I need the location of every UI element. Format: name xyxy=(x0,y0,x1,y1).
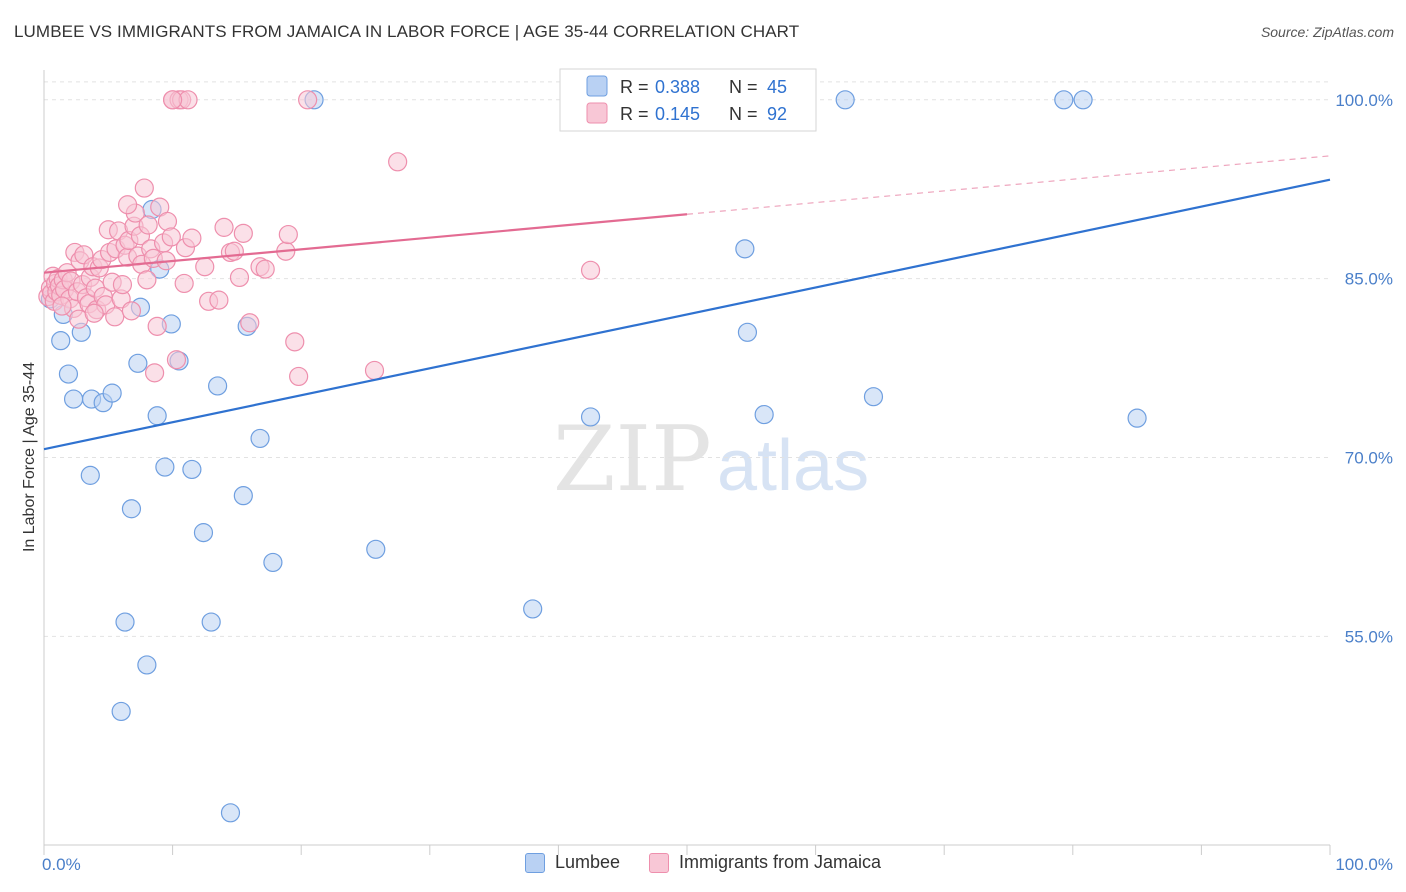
point-s0-8 xyxy=(102,383,122,403)
legend-r-value-2: 0.145 xyxy=(655,104,700,124)
point-s0-37 xyxy=(754,404,774,425)
point-s1-53 xyxy=(144,363,165,383)
legend-swatch-jamaica-bottom xyxy=(649,852,670,873)
legend-item-lumbee: Lumbee xyxy=(524,852,620,873)
point-s1-90 xyxy=(52,296,72,316)
point-s1-81 xyxy=(285,332,305,352)
legend-swatch-lumbee xyxy=(586,75,608,97)
legend-r-label-1: R = xyxy=(620,77,649,97)
point-s0-31 xyxy=(523,599,543,619)
point-s1-75 xyxy=(233,223,253,243)
point-s0-25 xyxy=(233,486,253,506)
point-s0-28 xyxy=(263,552,283,573)
point-s0-35 xyxy=(735,239,755,259)
y-axis-label: In Labor Force | Age 35-44 xyxy=(21,362,38,552)
point-s0-24 xyxy=(220,803,241,823)
point-s1-70 xyxy=(209,290,229,310)
point-s1-78 xyxy=(255,259,275,279)
point-s1-82 xyxy=(289,366,309,387)
point-s0-15 xyxy=(147,406,167,426)
x-ticks xyxy=(43,845,1331,855)
point-s1-68 xyxy=(195,257,215,277)
legend-r-value-1: 0.388 xyxy=(655,77,700,97)
y-tick-labels: 100.0% 85.0% 70.0% 55.0% xyxy=(1335,91,1393,647)
point-s0-33 xyxy=(580,407,601,427)
legend-swatch-jamaica xyxy=(586,102,608,124)
trend-line-solid-0 xyxy=(43,178,1331,451)
point-s1-86 xyxy=(580,260,601,280)
point-s1-34 xyxy=(105,307,125,327)
point-s1-91 xyxy=(163,90,183,110)
trend-line-solid-1 xyxy=(43,213,688,274)
legend-swatch-lumbee-bottom xyxy=(524,852,545,873)
y-tick-label-3: 55.0% xyxy=(1345,627,1393,646)
point-s0-1 xyxy=(51,331,71,351)
y-tick-label-2: 70.0% xyxy=(1345,449,1393,468)
point-s0-10 xyxy=(121,499,142,519)
point-s0-21 xyxy=(193,523,214,543)
point-s1-61 xyxy=(166,350,187,370)
point-s0-4 xyxy=(80,465,100,485)
point-s0-42 xyxy=(1127,408,1147,428)
point-s0-39 xyxy=(863,387,884,407)
legend-n-value-2: 92 xyxy=(767,104,787,124)
point-s0-22 xyxy=(201,612,221,632)
point-s1-50 xyxy=(138,215,158,235)
gridlines xyxy=(44,81,1330,637)
chart-title: LUMBEE VS IMMIGRANTS FROM JAMAICA IN LAB… xyxy=(14,22,800,41)
x-tick-label-max: 100.0% xyxy=(1335,855,1393,874)
point-s0-40 xyxy=(1054,90,1074,110)
point-s1-76 xyxy=(240,313,260,333)
watermark-zip: ZIP xyxy=(553,407,712,512)
point-s1-83 xyxy=(298,90,318,110)
point-s0-9 xyxy=(115,612,135,632)
point-s0-13 xyxy=(137,655,157,675)
point-s0-38 xyxy=(835,90,855,110)
point-s1-38 xyxy=(112,275,133,295)
legend-label-lumbee: Lumbee xyxy=(554,852,620,872)
correlation-legend: R = 0.388 N = 45 R = 0.145 N = 92 xyxy=(559,68,817,132)
point-s1-48 xyxy=(134,178,154,198)
point-s1-73 xyxy=(224,241,244,261)
watermark-atlas: atlas xyxy=(717,426,869,506)
point-s0-20 xyxy=(182,459,202,480)
point-s1-85 xyxy=(388,152,408,172)
point-s0-43 xyxy=(111,701,131,722)
legend-item-jamaica: Immigrants from Jamaica xyxy=(649,852,881,873)
trend-lines xyxy=(43,155,1331,451)
point-s1-49 xyxy=(137,270,157,290)
point-s0-36 xyxy=(737,322,758,342)
chart-source: Source: ZipAtlas.com xyxy=(1260,24,1394,40)
y-tick-label-1: 85.0% xyxy=(1345,270,1393,289)
point-s1-42 xyxy=(121,301,142,321)
series-legend: Lumbee Immigrants from Jamaica xyxy=(0,852,1406,878)
point-s0-27 xyxy=(250,428,270,449)
x-tick-label-min: 0.0% xyxy=(42,855,81,874)
legend-label-jamaica: Immigrants from Jamaica xyxy=(679,852,882,872)
point-s1-80 xyxy=(278,224,298,245)
point-s0-41 xyxy=(1073,90,1093,110)
point-s0-12 xyxy=(128,353,148,373)
trend-line-dashed-1 xyxy=(686,155,1331,215)
point-s1-71 xyxy=(214,217,234,237)
point-s0-3 xyxy=(63,389,84,409)
legend-r-label-2: R = xyxy=(620,104,649,124)
point-s1-84 xyxy=(364,360,385,381)
legend-n-label-2: N = xyxy=(729,104,758,124)
legend-n-value-1: 45 xyxy=(767,77,787,97)
point-s0-17 xyxy=(155,457,175,477)
point-s1-59 xyxy=(161,227,181,247)
point-s1-74 xyxy=(229,267,250,288)
point-s1-67 xyxy=(182,228,202,248)
legend-n-label-1: N = xyxy=(729,77,758,97)
point-s1-54 xyxy=(147,316,167,336)
point-s1-64 xyxy=(174,273,194,294)
point-s1-89 xyxy=(84,303,104,323)
point-s1-87 xyxy=(117,195,138,215)
point-s0-23 xyxy=(208,376,228,396)
point-s0-2 xyxy=(58,364,79,384)
point-s0-30 xyxy=(366,539,386,559)
y-tick-label-0: 100.0% xyxy=(1335,91,1393,110)
